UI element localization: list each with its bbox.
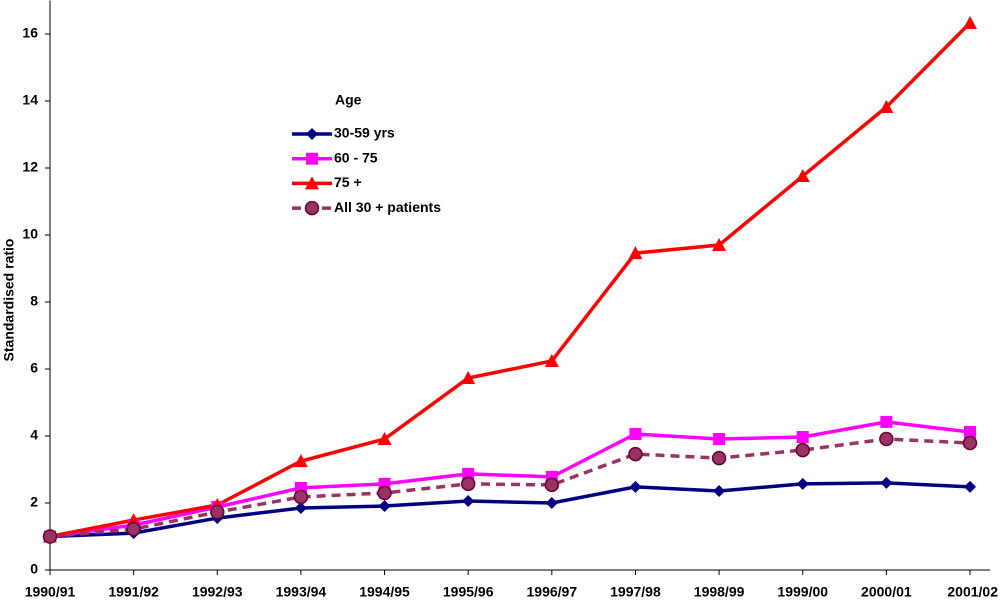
y-axis-label: Standardised ratio (1, 239, 17, 362)
x-tick-label: 1990/91 (25, 584, 76, 600)
legend-label: 60 - 75 (334, 149, 378, 165)
y-tick-label: 12 (22, 159, 38, 175)
x-tick-label: 1991/92 (108, 584, 159, 600)
marker (462, 494, 475, 507)
marker (377, 432, 392, 446)
y-tick-label: 2 (30, 494, 38, 510)
marker (964, 480, 976, 493)
marker (880, 476, 893, 489)
marker (545, 497, 558, 509)
marker (879, 100, 894, 114)
marker (293, 454, 308, 468)
y-tick-label: 4 (30, 427, 38, 443)
marker (629, 427, 642, 440)
legend-marker (306, 152, 318, 165)
series-line (49, 437, 971, 539)
y-tick-label: 16 (22, 25, 38, 41)
marker (629, 480, 642, 493)
marker (126, 521, 141, 537)
marker (378, 500, 391, 513)
marker (711, 450, 727, 466)
legend-marker (305, 176, 319, 190)
marker (712, 238, 727, 252)
marker (962, 435, 978, 451)
marker (879, 431, 894, 447)
legend-marker (304, 200, 320, 216)
x-tick-label: 1994/95 (359, 584, 410, 600)
marker (460, 476, 476, 492)
legend-label: 75 + (334, 174, 362, 190)
marker (713, 433, 726, 446)
marker (964, 425, 976, 438)
series-line (49, 21, 972, 539)
legend-label: All 30 + patients (334, 199, 441, 215)
y-tick-label: 8 (30, 293, 38, 309)
legend-marker (306, 128, 318, 140)
marker (713, 484, 726, 497)
x-tick-label: 1998/99 (694, 584, 745, 600)
x-tick-label: 1997/98 (610, 584, 661, 600)
marker (377, 485, 392, 501)
marker (880, 415, 893, 428)
x-tick-label: 1999/00 (777, 584, 828, 600)
legend-title: Age (335, 92, 362, 108)
series-line (49, 481, 971, 539)
marker (795, 442, 810, 458)
x-tick-label: 1992/93 (192, 584, 243, 600)
series-line (49, 420, 971, 539)
marker (795, 169, 810, 183)
legend-label: 30-59 yrs (334, 125, 395, 141)
marker (796, 477, 809, 490)
x-tick-label: 1993/94 (276, 584, 327, 600)
marker (796, 431, 809, 444)
y-tick-label: 0 (30, 561, 38, 577)
marker (544, 353, 559, 367)
x-tick-label: 1995/96 (443, 584, 494, 600)
x-tick-label: 1996/97 (527, 584, 578, 600)
x-tick-label: 2001/02 (947, 584, 998, 600)
y-tick-label: 10 (22, 226, 38, 242)
x-tick-label: 2000/01 (861, 584, 912, 600)
marker (293, 489, 309, 505)
y-tick-label: 6 (30, 360, 38, 376)
marker (544, 477, 560, 493)
marker (963, 15, 977, 29)
marker (461, 371, 476, 385)
marker (462, 467, 475, 480)
y-tick-label: 14 (22, 92, 38, 108)
marker (42, 529, 58, 544)
marker (210, 504, 225, 520)
marker (628, 446, 643, 462)
marker (628, 246, 643, 260)
marker (294, 502, 307, 515)
